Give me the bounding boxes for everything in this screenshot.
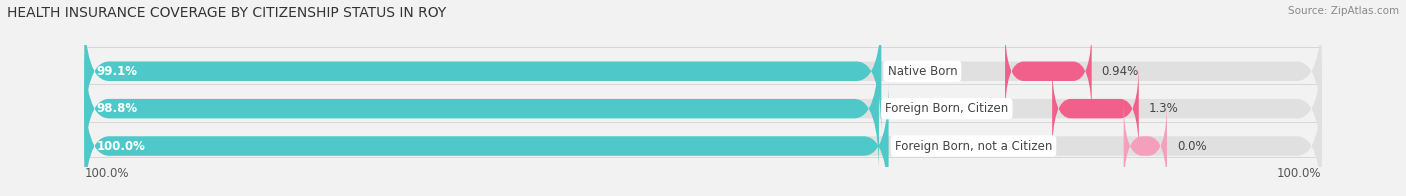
FancyBboxPatch shape (84, 81, 1322, 196)
Text: 1.3%: 1.3% (1149, 102, 1178, 115)
FancyBboxPatch shape (84, 44, 879, 174)
Text: 0.94%: 0.94% (1101, 65, 1139, 78)
Text: Foreign Born, Citizen: Foreign Born, Citizen (886, 102, 1008, 115)
Text: Foreign Born, not a Citizen: Foreign Born, not a Citizen (894, 140, 1052, 152)
Text: 100.0%: 100.0% (84, 167, 129, 180)
Text: 0.0%: 0.0% (1177, 140, 1206, 152)
Text: Native Born: Native Born (887, 65, 957, 78)
Text: 100.0%: 100.0% (97, 140, 146, 152)
FancyBboxPatch shape (84, 6, 882, 136)
FancyBboxPatch shape (84, 6, 1322, 136)
FancyBboxPatch shape (1005, 25, 1091, 118)
FancyBboxPatch shape (1052, 62, 1139, 155)
Text: 98.8%: 98.8% (97, 102, 138, 115)
FancyBboxPatch shape (84, 44, 1322, 174)
FancyBboxPatch shape (84, 81, 889, 196)
Text: 100.0%: 100.0% (1277, 167, 1322, 180)
FancyBboxPatch shape (1123, 100, 1167, 192)
Text: Source: ZipAtlas.com: Source: ZipAtlas.com (1288, 6, 1399, 16)
Text: 99.1%: 99.1% (97, 65, 138, 78)
Text: HEALTH INSURANCE COVERAGE BY CITIZENSHIP STATUS IN ROY: HEALTH INSURANCE COVERAGE BY CITIZENSHIP… (7, 6, 446, 20)
